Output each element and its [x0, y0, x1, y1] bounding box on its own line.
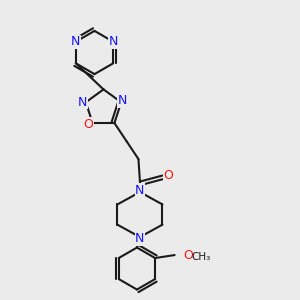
Text: N: N [78, 96, 88, 109]
Text: O: O [164, 169, 173, 182]
Text: O: O [184, 248, 194, 262]
Text: N: N [135, 232, 145, 245]
Text: N: N [135, 184, 145, 197]
Text: O: O [83, 118, 93, 131]
Text: N: N [71, 35, 80, 48]
Text: N: N [118, 94, 128, 107]
Text: CH₃: CH₃ [191, 251, 210, 262]
Text: N: N [109, 35, 118, 48]
